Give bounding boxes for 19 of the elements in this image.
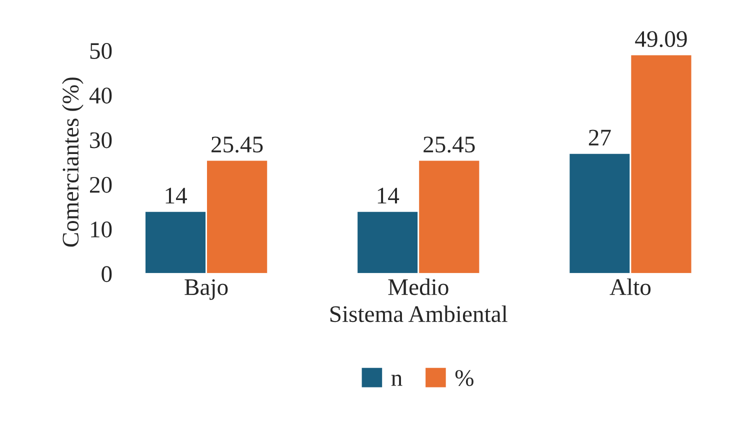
y-tick-label: 20 — [90, 176, 112, 193]
y-tick-label: 0 — [102, 266, 112, 282]
y-tick-label: 50 — [90, 43, 112, 59]
x-tick-label: Alto — [610, 278, 651, 296]
legend-label: n — [391, 374, 402, 386]
data-label: 14 — [378, 188, 400, 204]
data-label: 25.45 — [424, 136, 475, 153]
data-label: 14 — [166, 188, 187, 204]
legend-label: % — [455, 370, 474, 386]
y-axis-title: Comerciantes (%) — [62, 78, 84, 247]
x-tick-label: Medio — [388, 278, 448, 296]
y-tick-label: 30 — [90, 132, 112, 148]
data-label: 49.09 — [635, 31, 687, 48]
data-label: 25.45 — [212, 136, 263, 153]
data-label: 27 — [588, 130, 611, 146]
y-tick-label: 40 — [89, 88, 112, 104]
x-tick-label: Bajo — [184, 279, 228, 300]
y-tick-label: 10 — [91, 222, 112, 238]
x-axis-title: Sistema Ambiental — [330, 305, 508, 322]
